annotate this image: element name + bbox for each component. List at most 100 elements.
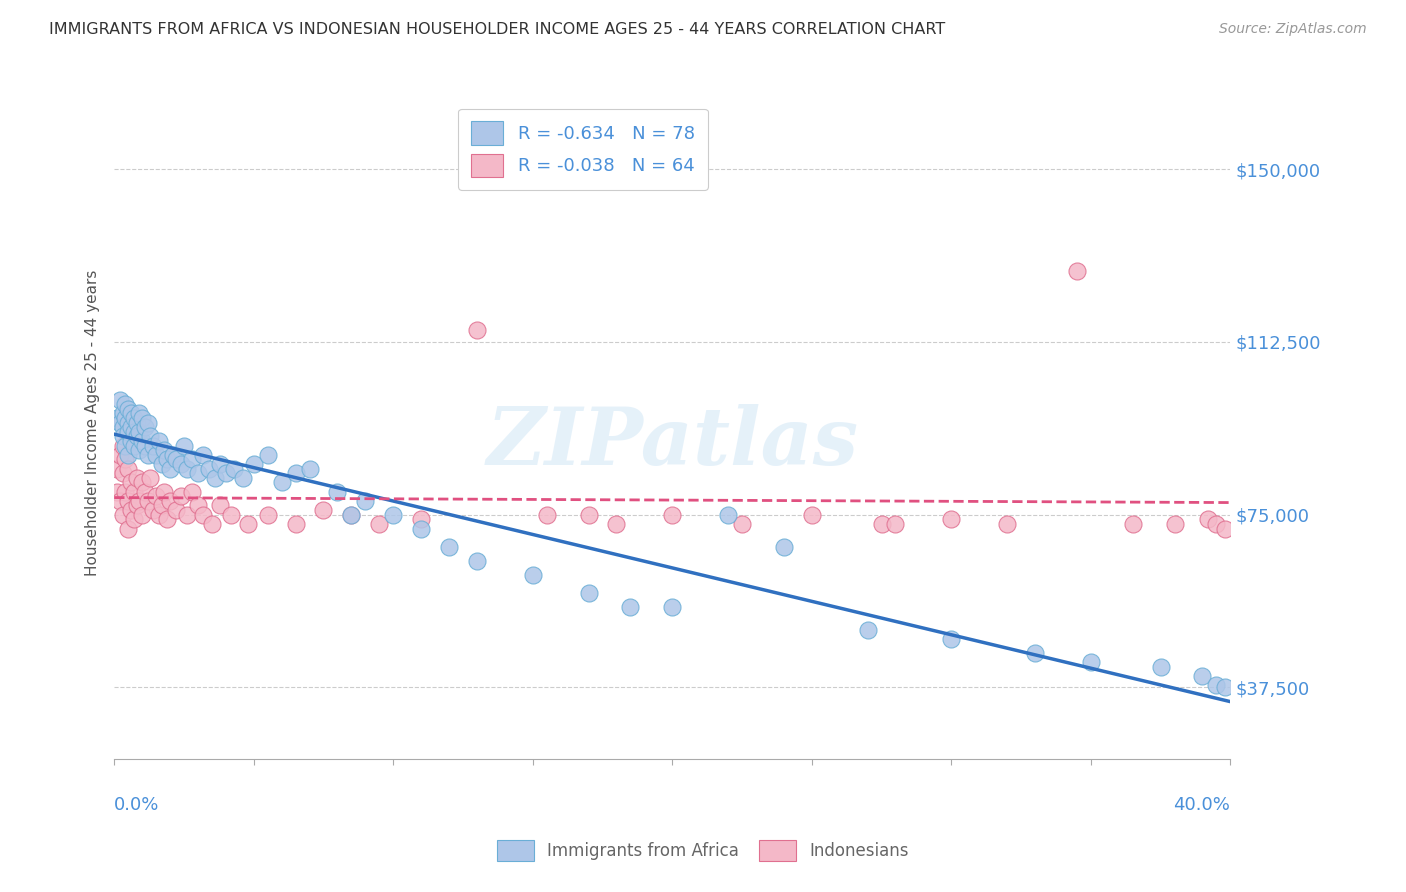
Point bbox=[165, 503, 187, 517]
Point bbox=[465, 554, 488, 568]
Point bbox=[340, 508, 363, 522]
Point bbox=[108, 392, 131, 407]
Point bbox=[181, 452, 204, 467]
Point bbox=[128, 425, 150, 439]
Point bbox=[773, 540, 796, 554]
Point bbox=[170, 457, 193, 471]
Point bbox=[125, 429, 148, 443]
Point bbox=[139, 429, 162, 443]
Point bbox=[173, 439, 195, 453]
Point bbox=[354, 494, 377, 508]
Point bbox=[1163, 516, 1185, 531]
Point bbox=[181, 484, 204, 499]
Text: 40.0%: 40.0% bbox=[1174, 796, 1230, 814]
Point bbox=[870, 516, 893, 531]
Point bbox=[209, 457, 232, 471]
Point bbox=[117, 521, 139, 535]
Point bbox=[176, 508, 198, 522]
Point bbox=[187, 499, 209, 513]
Point bbox=[204, 471, 226, 485]
Point bbox=[236, 516, 259, 531]
Point bbox=[215, 467, 238, 481]
Point bbox=[114, 397, 136, 411]
Point bbox=[159, 461, 181, 475]
Point bbox=[159, 494, 181, 508]
Point bbox=[142, 503, 165, 517]
Point bbox=[661, 508, 683, 522]
Point bbox=[128, 406, 150, 420]
Point bbox=[437, 540, 460, 554]
Point bbox=[134, 420, 156, 434]
Point bbox=[134, 439, 156, 453]
Point bbox=[995, 516, 1018, 531]
Point bbox=[1213, 681, 1236, 695]
Point bbox=[120, 434, 142, 448]
Point bbox=[148, 508, 170, 522]
Point bbox=[1024, 646, 1046, 660]
Point bbox=[153, 484, 176, 499]
Point bbox=[117, 416, 139, 430]
Point bbox=[256, 508, 278, 522]
Point bbox=[148, 434, 170, 448]
Point bbox=[120, 503, 142, 517]
Point bbox=[1205, 678, 1227, 692]
Point bbox=[120, 475, 142, 490]
Point bbox=[884, 516, 907, 531]
Point bbox=[1213, 521, 1236, 535]
Legend: Immigrants from Africa, Indonesians: Immigrants from Africa, Indonesians bbox=[491, 833, 915, 868]
Point bbox=[941, 632, 963, 646]
Point bbox=[156, 512, 179, 526]
Point bbox=[105, 461, 128, 475]
Point bbox=[312, 503, 335, 517]
Point bbox=[1191, 669, 1213, 683]
Point bbox=[242, 457, 264, 471]
Point bbox=[619, 599, 641, 614]
Point bbox=[117, 461, 139, 475]
Point bbox=[139, 471, 162, 485]
Point bbox=[142, 439, 165, 453]
Point bbox=[153, 443, 176, 458]
Point bbox=[120, 406, 142, 420]
Point bbox=[131, 411, 153, 425]
Point bbox=[105, 411, 128, 425]
Point bbox=[125, 471, 148, 485]
Point bbox=[1205, 516, 1227, 531]
Point bbox=[111, 467, 134, 481]
Point bbox=[465, 323, 488, 337]
Point bbox=[411, 512, 433, 526]
Point bbox=[122, 425, 145, 439]
Point bbox=[131, 508, 153, 522]
Point bbox=[108, 416, 131, 430]
Point bbox=[856, 623, 879, 637]
Point bbox=[187, 467, 209, 481]
Point bbox=[108, 494, 131, 508]
Point bbox=[1066, 263, 1088, 277]
Point bbox=[800, 508, 823, 522]
Point bbox=[156, 452, 179, 467]
Point bbox=[411, 521, 433, 535]
Text: IMMIGRANTS FROM AFRICA VS INDONESIAN HOUSEHOLDER INCOME AGES 25 - 44 YEARS CORRE: IMMIGRANTS FROM AFRICA VS INDONESIAN HOU… bbox=[49, 22, 945, 37]
Y-axis label: Householder Income Ages 25 - 44 years: Householder Income Ages 25 - 44 years bbox=[86, 269, 100, 575]
Point bbox=[150, 457, 173, 471]
Point bbox=[1149, 659, 1171, 673]
Point bbox=[221, 508, 243, 522]
Point bbox=[136, 448, 159, 462]
Point bbox=[201, 516, 224, 531]
Point bbox=[522, 567, 544, 582]
Point bbox=[209, 499, 232, 513]
Point bbox=[368, 516, 391, 531]
Point bbox=[111, 439, 134, 453]
Point bbox=[117, 448, 139, 462]
Point bbox=[224, 461, 246, 475]
Point bbox=[120, 420, 142, 434]
Point bbox=[284, 516, 307, 531]
Point bbox=[941, 512, 963, 526]
Point bbox=[108, 448, 131, 462]
Point bbox=[162, 448, 184, 462]
Point bbox=[176, 461, 198, 475]
Point bbox=[114, 439, 136, 453]
Point bbox=[661, 599, 683, 614]
Point bbox=[326, 484, 349, 499]
Point bbox=[111, 420, 134, 434]
Point bbox=[536, 508, 558, 522]
